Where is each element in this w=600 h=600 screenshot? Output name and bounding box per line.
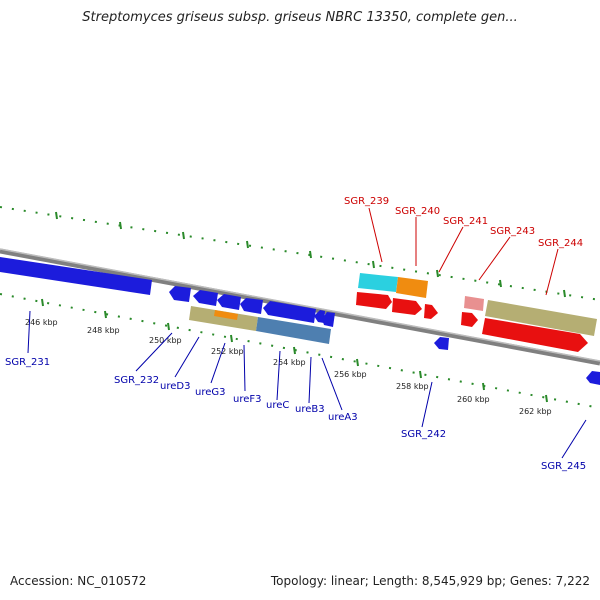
gene-urec[interactable] [263,301,316,323]
gene-uref3[interactable] [240,298,263,314]
label-uref3[interactable]: ureF3 [233,394,262,405]
gene-urea3[interactable] [322,312,335,327]
tick-label-252: 252 kbp [211,347,244,356]
plus-gene-labels: SGR_239 SGR_240 SGR_241 SGR_243 SGR_244 [344,196,583,249]
tick-label-262: 262 kbp [519,407,552,416]
gene-sgr-240[interactable] [356,292,392,309]
label-sgr-245[interactable]: SGR_245 [541,461,586,472]
gene-steel-block[interactable] [256,317,331,344]
label-ureb3[interactable]: ureB3 [295,404,325,415]
gene-sgr-242[interactable] [434,337,449,350]
label-sgr-244[interactable]: SGR_244 [538,238,583,249]
minus-strand-genes [0,257,600,385]
tick-label-258: 258 kbp [396,382,429,391]
gene-sgr-231[interactable] [0,257,152,295]
label-sgr-242[interactable]: SGR_242 [401,429,446,440]
gene-sgr-245[interactable] [586,371,600,385]
gene-sgr-239[interactable] [358,273,398,292]
label-ureg3[interactable]: ureG3 [195,387,226,398]
tick-label-254: 254 kbp [273,358,306,367]
label-sgr-240[interactable]: SGR_240 [395,206,440,217]
ruler-major-ticks [41,211,566,403]
tick-label-246: 246 kbp [25,318,58,327]
label-sgr-231[interactable]: SGR_231 [5,357,50,368]
label-sgr-243[interactable]: SGR_243 [490,226,535,237]
gene-sgr-239-part[interactable] [396,277,428,298]
gene-sgr-241[interactable] [392,298,422,315]
plus-leader-lines [368,207,559,296]
genome-title: Streptomyces griseus subsp. griseus NBRC… [82,10,518,25]
ruler-top [0,206,600,301]
gene-sgr-243-b[interactable] [461,312,478,327]
gene-sgr-243[interactable] [464,296,484,311]
minus-leader-lines [27,310,587,459]
gene-tan-block[interactable] [189,306,258,331]
accession-text: Accession: NC_010572 [10,574,147,588]
tick-label-256: 256 kbp [334,370,367,379]
gene-ureg3[interactable] [217,294,241,310]
gene-sgr-244[interactable] [485,300,597,336]
plus-strand-genes [356,273,597,352]
label-sgr-232[interactable]: SGR_232 [114,375,159,386]
genome-summary-text: Topology: linear; Length: 8,545,929 bp; … [270,574,590,588]
gene-sgr-241-b[interactable] [424,304,438,319]
label-urea3[interactable]: ureA3 [328,412,358,423]
label-sgr-241[interactable]: SGR_241 [443,216,488,227]
label-sgr-239[interactable]: SGR_239 [344,196,389,207]
minus-gene-labels: SGR_231 SGR_232 ureD3 ureG3 ureF3 ureC u… [5,357,586,472]
tick-label-248: 248 kbp [87,326,120,335]
label-urec[interactable]: ureC [266,400,289,411]
tick-label-260: 260 kbp [457,395,490,404]
gene-orange-block[interactable] [214,310,238,320]
gene-ured3-b[interactable] [193,290,218,306]
gene-sgr-244-b[interactable] [482,318,588,352]
label-ured3[interactable]: ureD3 [160,381,190,392]
gene-ured3-a[interactable] [169,286,191,302]
